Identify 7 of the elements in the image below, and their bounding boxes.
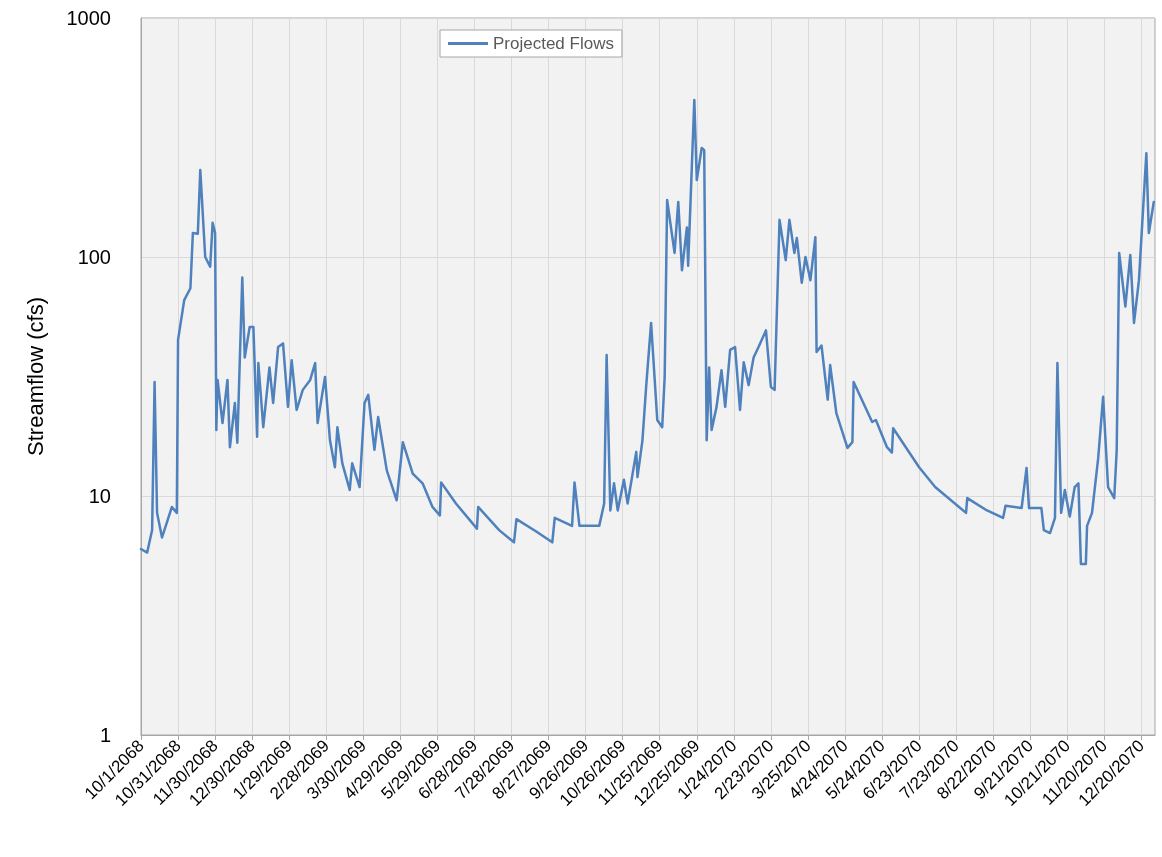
y-tick-label: 10	[88, 485, 111, 507]
y-tick-label: 1	[99, 724, 111, 746]
legend-label: Projected Flows	[493, 34, 614, 53]
line-series	[139, 98, 1156, 566]
y-tick-label: 1000	[66, 7, 111, 29]
y-axis-title: Streamflow (cfs)	[22, 297, 48, 456]
y-tick-label: 100	[77, 246, 111, 268]
